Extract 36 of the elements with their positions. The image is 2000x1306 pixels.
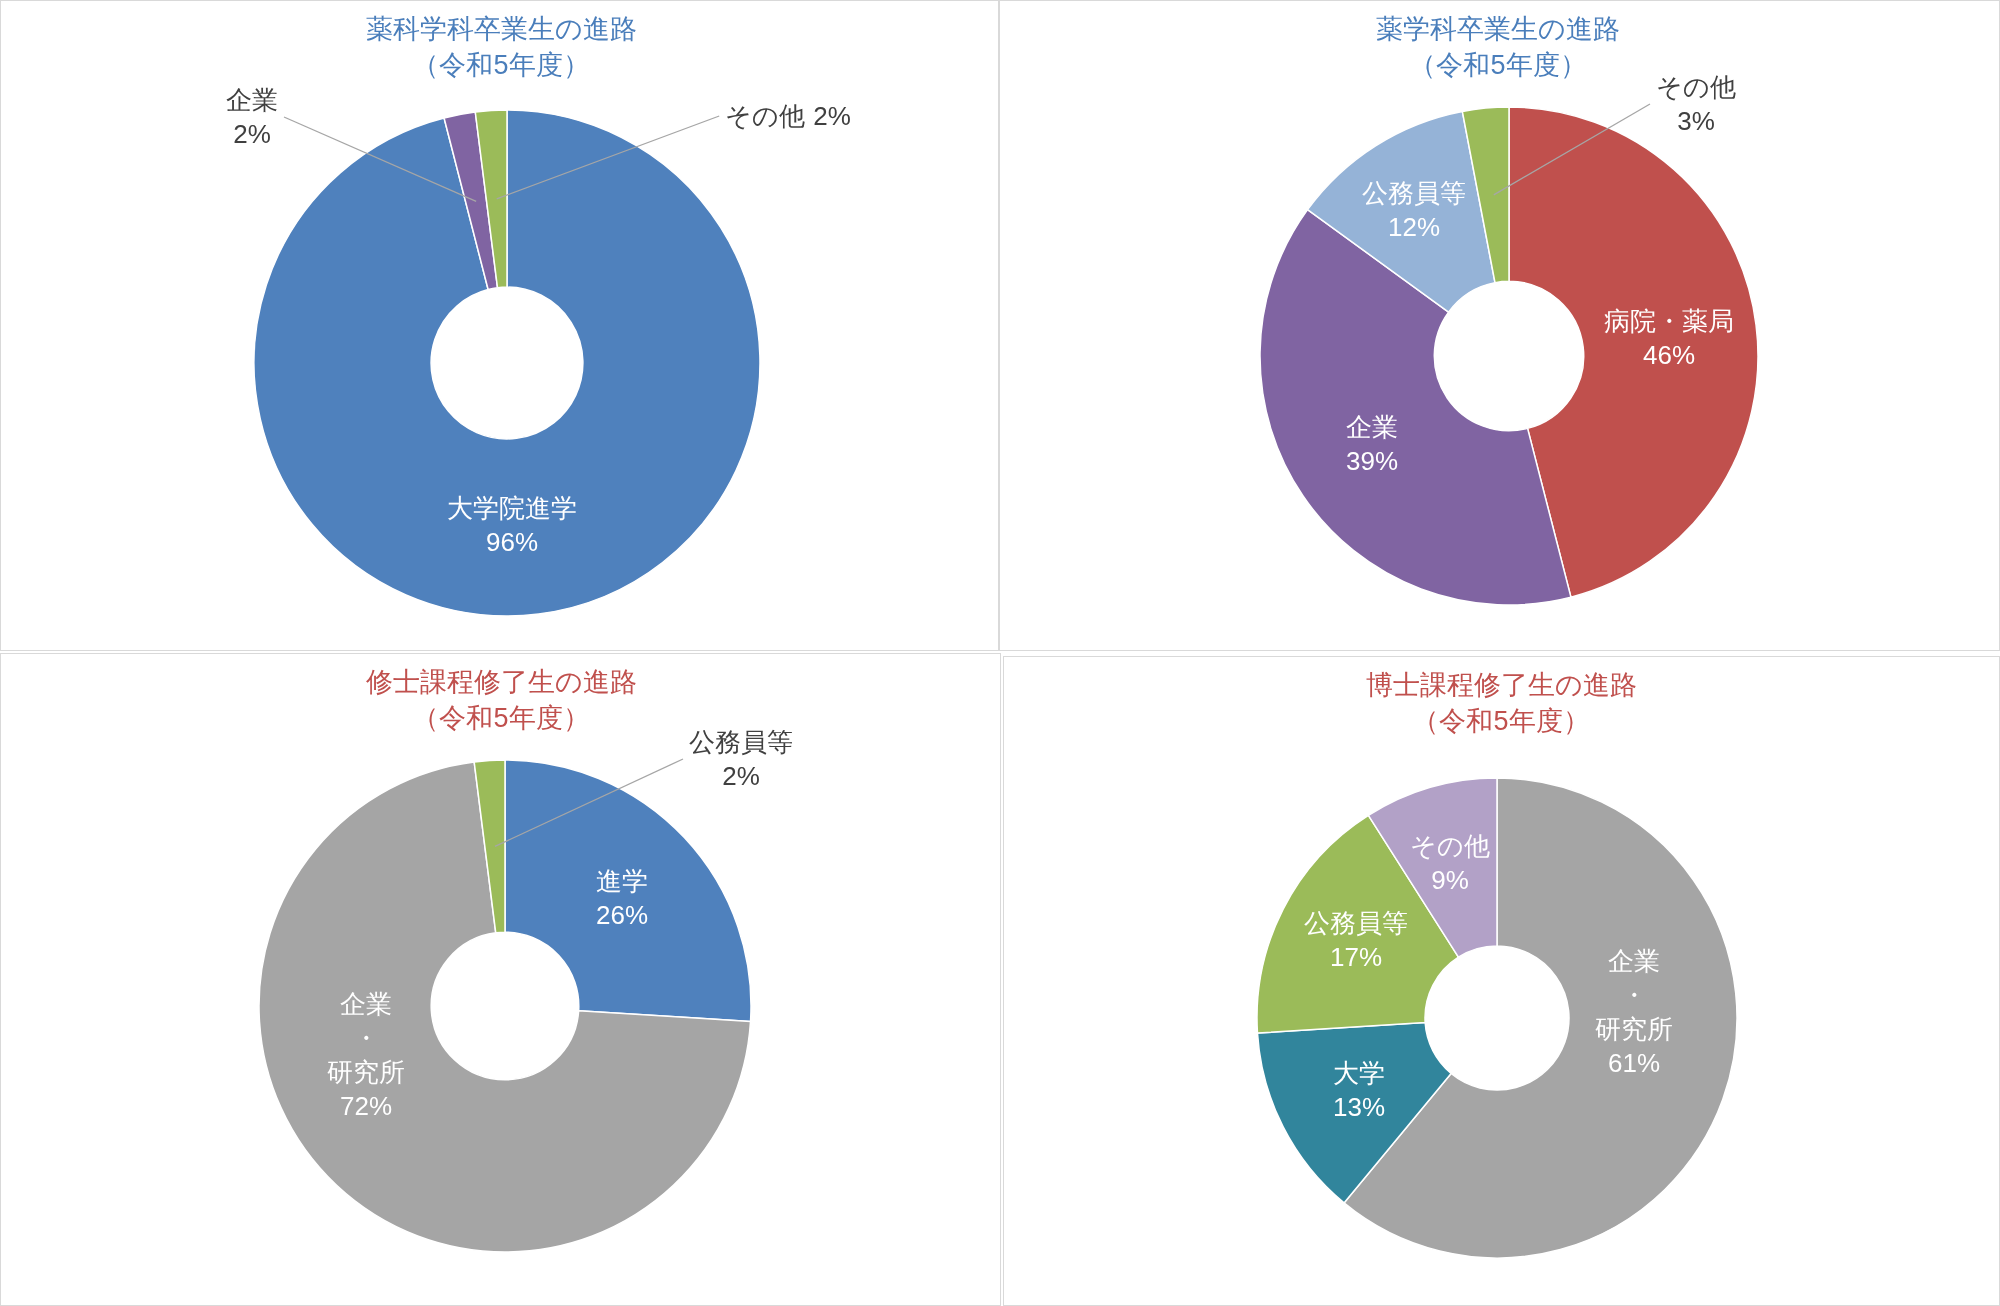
data-label: 26% xyxy=(595,900,649,930)
slice-label: その他 xyxy=(725,101,806,131)
chart-subtitle: （令和5年度） xyxy=(1409,50,1587,80)
chart-title: 薬科学科卒業生の進路 xyxy=(365,14,637,44)
slice-label: その他 xyxy=(1656,72,1736,102)
chart-subtitle: （令和5年度） xyxy=(1412,706,1590,736)
data-label: 39% xyxy=(1345,446,1399,476)
data-label: 2% xyxy=(722,761,760,791)
chart-subtitle: （令和5年度） xyxy=(412,703,590,733)
chart-title: 修士課程修了生の進路 xyxy=(365,667,637,697)
slice-label: 企業 xyxy=(1346,412,1398,442)
slice-label: 大学 xyxy=(1333,1058,1385,1088)
chart-subtitle: （令和5年度） xyxy=(412,50,590,80)
slice-label: その他 xyxy=(1410,831,1490,861)
data-label: 3% xyxy=(1677,106,1715,136)
slice-label: 企業 xyxy=(226,85,278,115)
slice-label: 大学院進学 xyxy=(447,493,577,523)
slice-label: 公務員等 xyxy=(689,727,793,757)
chart-title: 薬学科卒業生の進路 xyxy=(1376,14,1620,44)
data-label: 12% xyxy=(1387,212,1441,242)
data-label: 46% xyxy=(1642,340,1696,370)
slice-label: 病院・薬局 xyxy=(1604,306,1734,336)
data-label: 96% xyxy=(485,527,539,557)
slice-label: 公務員等 xyxy=(1304,908,1408,938)
data-label: 13% xyxy=(1332,1092,1386,1122)
slice-label: 公務員等 xyxy=(1362,178,1466,208)
chart-title: 博士課程修了生の進路 xyxy=(1365,670,1637,700)
slice-label: 企業・研究所 xyxy=(327,989,405,1087)
data-label: 9% xyxy=(1431,865,1469,895)
data-label: 72% xyxy=(339,1091,393,1121)
data-label: 61% xyxy=(1607,1048,1661,1078)
data-label: 2% xyxy=(233,119,271,149)
slice-label: 進学 xyxy=(596,866,648,896)
data-label: 2% xyxy=(813,101,851,131)
slice-label: 企業・研究所 xyxy=(1595,946,1673,1044)
data-label: 17% xyxy=(1329,942,1383,972)
